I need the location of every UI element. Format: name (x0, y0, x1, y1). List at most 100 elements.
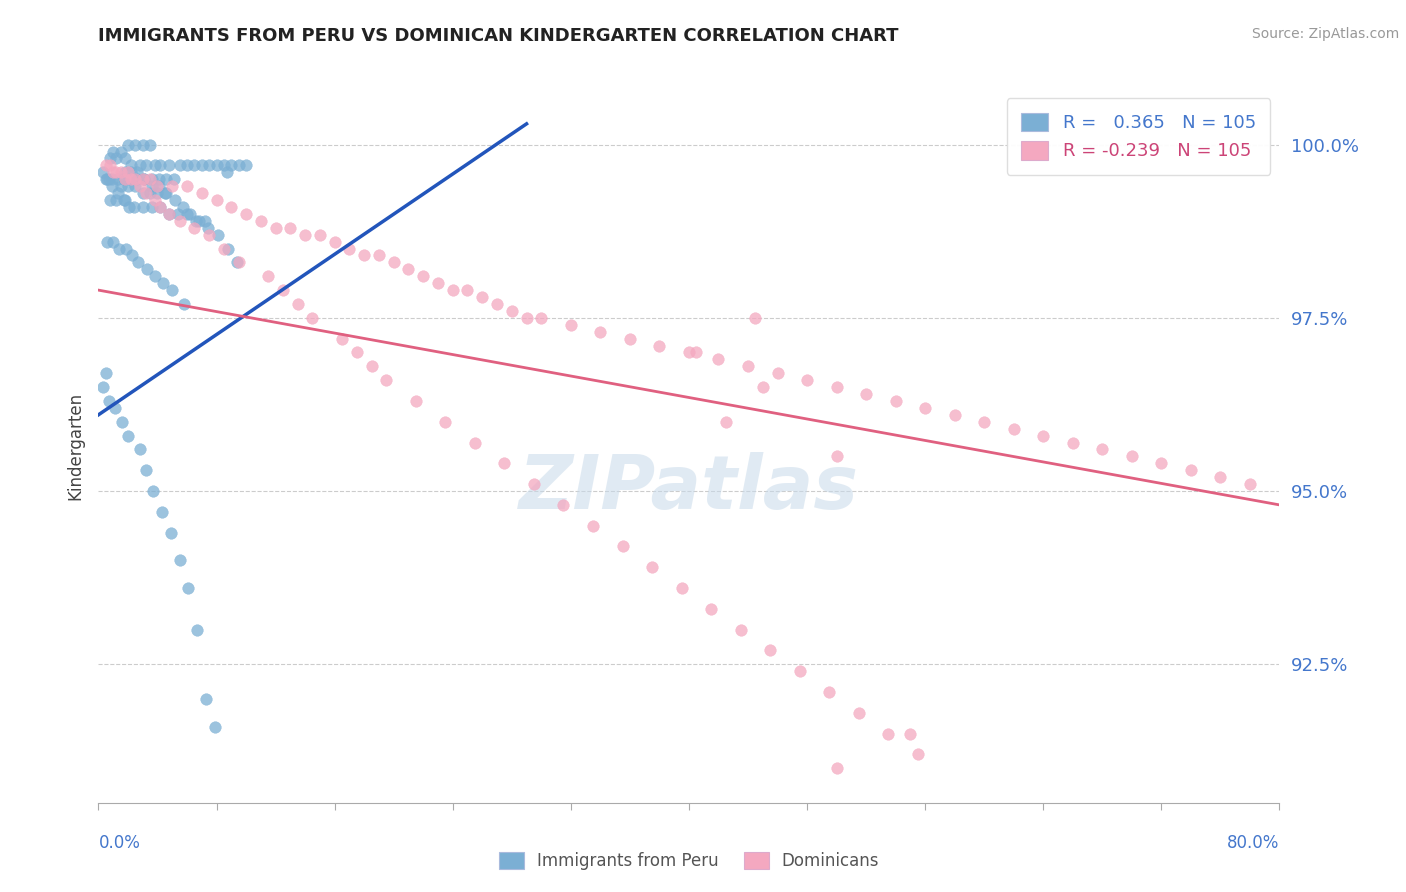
Point (737, 359, 759, 374)
Point (685, 345, 707, 359)
Text: ZIPatlas: ZIPatlas (519, 452, 859, 525)
Point (1002, 422, 1025, 436)
Point (501, 304, 523, 318)
Point (228, 255, 250, 269)
Point (157, 158, 180, 172)
Point (375, 373, 398, 387)
Point (759, 643, 782, 657)
Point (125, 172, 148, 186)
Point (91, 380, 114, 394)
Point (100, 179, 122, 194)
Point (523, 477, 546, 491)
Point (1121, 450, 1143, 464)
Point (157, 207, 180, 221)
Point (183, 220, 205, 235)
Point (530, 310, 553, 325)
Point (264, 220, 287, 235)
Point (132, 186, 155, 201)
Point (122, 200, 145, 214)
Point (114, 193, 136, 207)
Point (368, 248, 391, 262)
Point (111, 415, 134, 429)
Point (619, 332, 641, 346)
Point (396, 262, 419, 277)
Point (877, 726, 900, 740)
Point (1150, 456, 1173, 470)
Point (155, 186, 177, 201)
Point (907, 747, 929, 762)
Point (149, 158, 172, 172)
Point (124, 172, 146, 186)
Point (105, 165, 128, 179)
Point (884, 394, 907, 409)
Point (184, 214, 207, 228)
Point (183, 158, 205, 172)
Text: IMMIGRANTS FROM PERU VS DOMINICAN KINDERGARTEN CORRELATION CHART: IMMIGRANTS FROM PERU VS DOMINICAN KINDER… (98, 27, 898, 45)
Text: 80.0%: 80.0% (1227, 834, 1279, 852)
Point (94, 366, 117, 380)
Point (146, 179, 169, 194)
Point (914, 401, 936, 415)
Point (100, 172, 122, 186)
Point (1062, 435, 1084, 450)
Point (553, 498, 575, 512)
Point (191, 158, 214, 172)
Point (330, 332, 353, 346)
Point (641, 560, 664, 574)
Point (148, 172, 170, 186)
Point (212, 158, 235, 172)
Point (973, 415, 995, 429)
Point (848, 706, 870, 720)
Point (789, 664, 811, 678)
Point (125, 165, 148, 179)
Point (648, 338, 671, 352)
Point (124, 137, 146, 152)
Point (589, 325, 612, 339)
Point (143, 269, 166, 284)
Y-axis label: Kindergarten: Kindergarten (66, 392, 84, 500)
Point (172, 200, 194, 214)
Point (139, 137, 162, 152)
Point (135, 463, 157, 477)
Point (486, 297, 509, 311)
Point (169, 158, 191, 172)
Point (118, 172, 141, 186)
Point (191, 186, 214, 201)
Point (943, 408, 966, 422)
Point (714, 415, 737, 429)
Point (94, 158, 117, 172)
Point (177, 581, 200, 595)
Point (186, 623, 208, 637)
Point (1180, 463, 1202, 477)
Point (120, 172, 142, 186)
Point (141, 172, 163, 186)
Point (136, 262, 159, 277)
Point (1239, 477, 1261, 491)
Point (405, 394, 427, 409)
Point (287, 297, 309, 311)
Point (124, 179, 146, 194)
Point (105, 193, 128, 207)
Point (825, 380, 848, 394)
Point (796, 373, 818, 387)
Point (114, 165, 136, 179)
Point (173, 297, 195, 311)
Point (107, 172, 129, 186)
Point (103, 165, 125, 179)
Point (128, 442, 150, 457)
Point (678, 345, 700, 359)
Point (97, 172, 120, 186)
Point (110, 145, 132, 159)
Point (301, 310, 323, 325)
Point (700, 602, 723, 616)
Point (382, 255, 405, 269)
Point (195, 691, 218, 706)
Point (105, 152, 128, 166)
Point (132, 137, 155, 152)
Point (412, 269, 434, 284)
Point (103, 145, 125, 159)
Point (96, 235, 118, 249)
Point (110, 165, 132, 179)
Point (441, 283, 464, 297)
Point (162, 179, 183, 194)
